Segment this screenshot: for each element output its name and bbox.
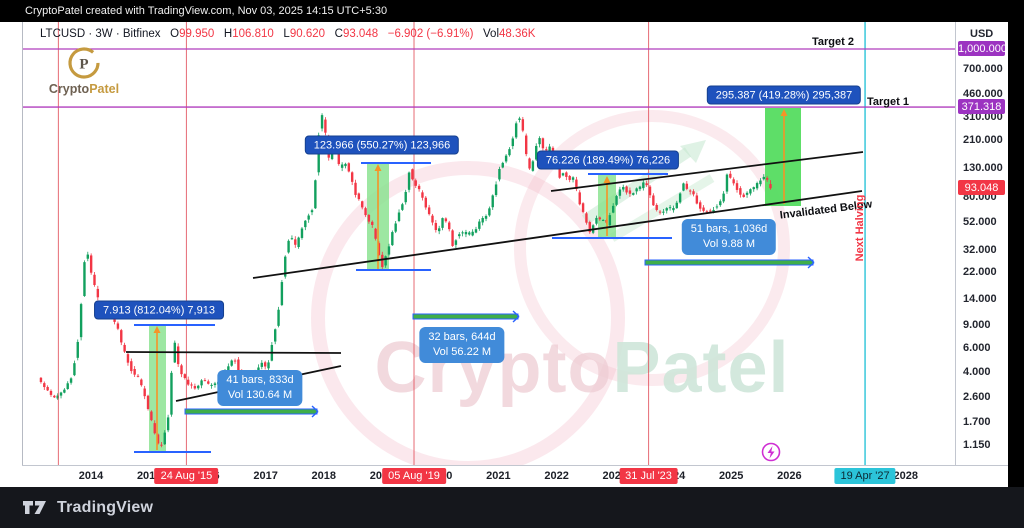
low-value: 90.620 (289, 28, 326, 40)
price-tick-label: 32.000 (963, 244, 997, 257)
time-axis-year-label: 2021 (486, 470, 511, 482)
price-tick-label: 9.000 (963, 318, 991, 331)
price-tick-label: 2.600 (963, 391, 991, 404)
currency-label: USD (970, 28, 994, 40)
attribution-text: CryptoPatel created with TradingView.com… (25, 5, 388, 17)
measurement-bands (149, 108, 801, 452)
time-axis-year-label: 2028 (893, 470, 919, 482)
volume-value: 48.36K (499, 28, 536, 40)
time-axis-year-label: 2018 (311, 470, 337, 482)
price-tick-label: 1.150 (963, 439, 991, 452)
time-axis-year-label: 2026 (777, 470, 802, 482)
time-axis-year-label: 2022 (544, 470, 569, 482)
time-axis-year-label: 2025 (718, 470, 744, 482)
footer-brand-text[interactable]: TradingView (57, 498, 154, 516)
trendline (252, 190, 863, 279)
attribution-bar: CryptoPatel created with TradingView.com… (0, 0, 1024, 22)
time-axis-year-label: 2014 (78, 470, 104, 482)
price-tick-label: 4.000 (963, 366, 991, 379)
trendline (125, 351, 342, 354)
svg-text:P: P (79, 57, 88, 73)
close-value: 93.048 (342, 28, 379, 40)
halving-lines (57, 22, 866, 465)
price-axis[interactable]: USD 700.000 460.000 310.000 210.000 130.000 8… (955, 22, 1008, 465)
date-marker-badge[interactable]: 31 Jul '23 (619, 467, 678, 484)
price-tick-label: 130.000 (963, 162, 1003, 175)
tradingview-logo-icon[interactable] (22, 500, 48, 515)
date-marker-badge[interactable]: 24 Aug '15 (154, 467, 219, 484)
time-axis-year-label: 2017 (253, 470, 278, 482)
price-tick-label: 6.000 (963, 342, 991, 355)
price-tick-label: 460.000 (963, 88, 1003, 101)
open-label: O (170, 28, 180, 40)
date-marker-badge[interactable]: 19 Apr '27 (834, 467, 896, 484)
change-value: −6.902 (−6.91%) (387, 28, 474, 40)
trendlines (125, 151, 864, 402)
cryptopatel-logo-text: CryptoPatel (48, 82, 120, 96)
trendline (550, 151, 864, 192)
price-tick-label: 310.000 (963, 111, 1003, 124)
low-label: L (283, 28, 290, 40)
price-tick-label: 700.000 (963, 63, 1003, 76)
open-value: 99.950 (179, 28, 215, 40)
date-range-bar (412, 313, 519, 320)
price-range-band (765, 108, 801, 206)
price-tick-label: 52.000 (963, 215, 997, 228)
symbol-legend[interactable]: LTCUSD · 3W · Bitfinex O99.950 H106.810 … (40, 28, 535, 40)
price-tick-label: 210.000 (963, 134, 1003, 146)
svg-text:CryptoPatel: CryptoPatel (374, 328, 789, 408)
date-marker-badge[interactable]: 05 Aug '19 (382, 467, 446, 484)
date-range-bar (184, 408, 318, 415)
price-axis-badge: 93.048 (958, 180, 1005, 196)
cryptopatel-logo: P CryptoPatel (44, 44, 124, 96)
chart-left-border (22, 22, 23, 465)
cryptopatel-logo-icon: P (68, 47, 100, 79)
date-range-bar (644, 259, 814, 266)
price-tick-label: 14.000 (963, 292, 997, 305)
time-axis[interactable]: 2014201520162017201820192020202120222023… (22, 465, 1008, 487)
flash-icon[interactable] (761, 442, 781, 462)
price-axis-badge: 1,000.000 (958, 41, 1007, 56)
measurement-lines (134, 109, 788, 453)
volume-label: Vol (483, 28, 500, 40)
price-axis-badge: 371.318 (958, 99, 1005, 115)
high-label: H (223, 28, 233, 40)
close-label: C (334, 28, 343, 40)
bar-range-arrows (184, 256, 815, 418)
symbol-title: LTCUSD · 3W · Bitfinex (40, 28, 161, 40)
price-tick-label: 22.000 (963, 266, 997, 279)
price-tick-label: 1.700 (963, 416, 991, 429)
right-margin-strip (1008, 22, 1024, 487)
target-lines (22, 48, 955, 108)
footer-bar: TradingView (0, 487, 1024, 528)
high-value: 106.810 (232, 28, 274, 40)
